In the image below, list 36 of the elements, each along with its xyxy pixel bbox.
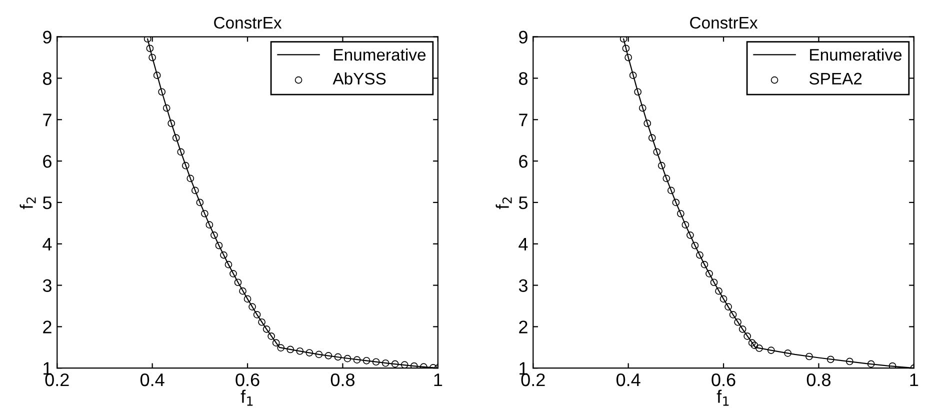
legend-label: Enumerative <box>810 48 902 61</box>
x-tick-label: 1 <box>910 374 918 386</box>
legend-label: AbYSS <box>332 72 386 85</box>
x-tick-label: 0.8 <box>806 373 830 386</box>
y-tick-label: 3 <box>42 279 52 292</box>
x-tick-label: 0.4 <box>140 373 164 386</box>
y-axis-title: f$_{2}$ <box>496 197 512 210</box>
x-tick-label: 0.2 <box>521 373 545 386</box>
x-tick-label: 0.2 <box>45 373 69 386</box>
y-tick-label: 2 <box>43 320 52 334</box>
y-tick-label: 5 <box>42 196 52 210</box>
y-tick-label: 5 <box>518 196 528 210</box>
y-tick-label: 9 <box>519 30 528 44</box>
y-tick-label: 6 <box>519 154 528 168</box>
x-tick-label: 0.6 <box>236 373 260 386</box>
y-tick-label: 8 <box>519 72 528 85</box>
x-axis-title: f$_{1}$ <box>240 390 253 406</box>
legend-label: SPEA2 <box>809 72 862 85</box>
x-tick-label: 0.6 <box>712 373 736 386</box>
y-tick-label: 6 <box>43 154 52 168</box>
chart-title: ConstrEx <box>690 16 758 29</box>
y-tick-label: 8 <box>43 72 52 85</box>
y-tick-label: 3 <box>518 279 528 292</box>
y-tick-label: 4 <box>518 238 528 250</box>
y-tick-label: 7 <box>43 114 52 126</box>
x-tick-label: 0.4 <box>616 373 640 386</box>
y-tick-label: 2 <box>519 320 528 334</box>
x-tick-label: 1 <box>434 374 442 386</box>
chart-title: ConstrEx <box>214 16 282 29</box>
y-tick-label: 9 <box>43 30 52 44</box>
x-tick-label: 0.8 <box>330 373 354 386</box>
y-axis-title: f$_{2}$ <box>20 197 36 210</box>
y-tick-label: 7 <box>519 114 528 126</box>
y-tick-label: 4 <box>42 238 52 250</box>
x-axis-title: f$_{1}$ <box>716 390 729 406</box>
legend-label: Enumerative <box>334 48 426 61</box>
